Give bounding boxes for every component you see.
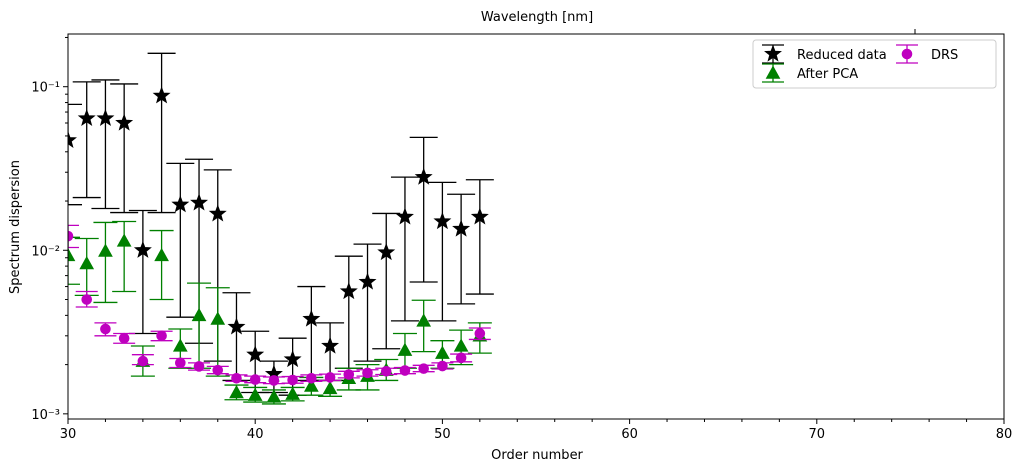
series-reduced-data <box>68 52 494 396</box>
data-point-after-pca <box>210 311 226 325</box>
axes-layer: 30 40 50 60 70 80 10⁻³ 10⁻² 10⁻¹ <box>31 29 1012 442</box>
data-point-drs <box>212 364 224 376</box>
data-point-reduced-data <box>395 207 414 225</box>
data-point-drs <box>362 367 373 379</box>
legend-item-drs: DRS <box>896 44 958 64</box>
data-point-drs <box>380 366 392 377</box>
data-point-reduced-data <box>227 317 246 335</box>
data-point-reduced-data <box>96 108 115 127</box>
data-point-drs <box>137 355 149 367</box>
legend-box <box>752 39 997 89</box>
legend-marker-drs <box>901 48 913 60</box>
data-point-after-pca <box>397 342 413 356</box>
data-point-reduced-data <box>190 193 209 211</box>
data-point-after-pca <box>98 243 113 257</box>
y-axis-label: Spectrum dispersion <box>8 160 23 294</box>
data-point-reduced-data <box>208 204 227 222</box>
data-point-drs <box>437 360 448 372</box>
data-point-reduced-data <box>171 195 190 213</box>
data-point-reduced-data <box>358 272 377 290</box>
data-point-drs <box>81 294 93 305</box>
legend: Reduced data After PCA DRS <box>752 39 997 89</box>
data-point-drs <box>100 323 111 335</box>
top-x-axis-label: Wavelength [nm] <box>481 10 593 25</box>
data-point-after-pca <box>416 313 432 327</box>
data-point-drs <box>193 361 205 372</box>
data-point-drs <box>455 352 467 364</box>
data-point-reduced-data <box>133 240 152 258</box>
legend-label-reduced-data: Reduced data <box>797 48 887 63</box>
data-point-after-pca <box>247 387 263 401</box>
data-point-reduced-data <box>339 282 358 300</box>
data-point-after-pca <box>435 345 450 359</box>
legend-item-reduced-data: Reduced data <box>762 44 887 64</box>
legend-marker-reduced-data <box>764 44 782 62</box>
data-point-reduced-data <box>321 336 340 354</box>
data-point-reduced-data <box>246 345 265 363</box>
series-drs <box>68 224 491 386</box>
data-point-drs <box>343 369 355 380</box>
data-point-after-pca <box>154 247 169 262</box>
x-tick-label: 80 <box>996 427 1013 442</box>
legend-label-drs: DRS <box>931 48 958 63</box>
data-point-drs <box>118 332 130 344</box>
data-point-after-pca <box>79 255 95 270</box>
x-axis-label: Order number <box>491 448 583 463</box>
data-point-drs <box>418 363 429 374</box>
data-point-drs <box>249 374 261 385</box>
data-point-reduced-data <box>377 243 396 261</box>
x-tick-label: 30 <box>60 427 77 442</box>
data-point-reduced-data <box>283 350 302 368</box>
data-point-drs <box>175 357 186 369</box>
data-point-after-pca <box>304 378 319 392</box>
data-point-drs <box>306 372 317 384</box>
data-point-reduced-data <box>470 207 489 225</box>
legend-label-after-pca: After PCA <box>797 67 858 82</box>
data-point-after-pca <box>453 338 469 352</box>
plot-layer <box>68 52 494 405</box>
data-point-reduced-data <box>77 108 96 127</box>
data-point-reduced-data <box>115 113 134 131</box>
data-point-drs <box>474 328 486 339</box>
x-tick-label: 60 <box>621 427 638 442</box>
data-point-after-pca <box>285 386 300 400</box>
data-point-drs <box>156 330 167 342</box>
data-point-reduced-data <box>152 86 171 104</box>
data-point-drs <box>268 375 280 386</box>
y-tick-label: 10⁻¹ <box>31 81 60 96</box>
data-point-reduced-data <box>433 212 452 230</box>
x-tick-label: 70 <box>809 427 826 442</box>
data-point-reduced-data <box>68 130 77 148</box>
data-point-after-pca <box>68 247 76 262</box>
data-point-reduced-data <box>302 309 321 327</box>
data-point-reduced-data <box>452 219 471 237</box>
data-point-drs <box>287 374 298 386</box>
plot-frame <box>67 33 1005 420</box>
data-point-drs <box>399 365 411 376</box>
data-point-after-pca <box>266 389 282 403</box>
data-point-after-pca <box>116 233 132 247</box>
y-tick-label: 10⁻³ <box>31 408 60 423</box>
data-point-after-pca <box>191 307 207 322</box>
data-point-drs <box>231 372 242 384</box>
legend-item-after-pca: After PCA <box>762 63 858 83</box>
data-point-after-pca <box>229 384 244 399</box>
data-point-reduced-data <box>414 167 433 185</box>
data-point-after-pca <box>172 338 188 352</box>
x-tick-label: 50 <box>434 427 451 442</box>
x-tick-label: 40 <box>247 427 264 442</box>
data-point-after-pca <box>322 380 338 395</box>
data-point-drs <box>324 372 336 383</box>
legend-marker-after-pca <box>765 65 781 79</box>
y-tick-label: 10⁻² <box>31 244 60 259</box>
